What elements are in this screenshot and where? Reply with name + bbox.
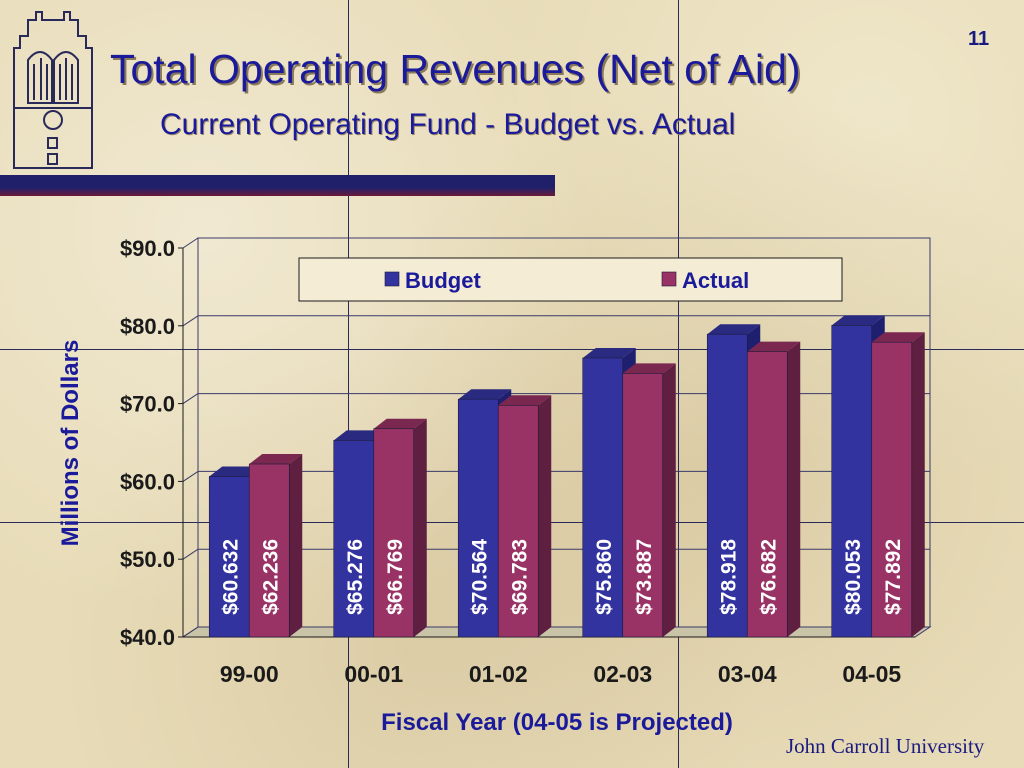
- data-label: $73.887: [633, 539, 656, 615]
- data-label: $69.783: [508, 539, 531, 615]
- bar-top-actual-99-00: [249, 454, 303, 465]
- footer-university-name: John Carroll University: [786, 734, 985, 758]
- guide-line-vertical-left: [348, 0, 349, 768]
- bar-top-budget-01-02: [458, 389, 512, 400]
- data-label: $75.860: [593, 539, 616, 615]
- x-tick-label: 03-04: [718, 661, 777, 687]
- slide-subtitle: Current Operating Fund - Budget vs. Actu…: [160, 108, 736, 141]
- data-label: $60.632: [219, 539, 242, 615]
- bar-side-actual-04-05: [911, 332, 925, 637]
- y-axis-label: Millions of Dollars: [57, 340, 84, 547]
- bar-budget-00-01: [333, 440, 375, 638]
- bar-budget-04-05: [831, 325, 873, 638]
- guide-line-vertical-right: [678, 0, 679, 768]
- bar-actual-01-02: [497, 404, 539, 638]
- x-axis-label: Fiscal Year (04-05 is Projected): [381, 709, 733, 736]
- legend-box: [298, 257, 843, 302]
- bar-actual-00-01: [373, 428, 415, 638]
- title-underline-bar: [0, 175, 555, 196]
- y-tick-label: $90.0: [120, 236, 175, 261]
- data-label: $80.053: [842, 539, 865, 615]
- bar-top-actual-02-03: [622, 363, 676, 374]
- bar-actual-03-04: [746, 351, 788, 638]
- y-tick-label: $60.0: [120, 469, 175, 494]
- bar-side-actual-99-00: [289, 454, 303, 637]
- gridline-side: [182, 315, 199, 327]
- data-label: $70.564: [468, 539, 491, 615]
- bar-top-actual-04-05: [871, 332, 925, 343]
- y-tick-label: $40.0: [120, 625, 175, 650]
- bar-top-budget-04-05: [831, 315, 885, 326]
- bar-budget-02-03: [582, 357, 624, 638]
- gridline-side: [182, 548, 199, 560]
- bar-top-budget-02-03: [582, 348, 636, 359]
- data-label: $77.892: [882, 539, 905, 615]
- data-label: $62.236: [259, 539, 282, 615]
- data-label: $76.682: [757, 539, 780, 615]
- bar-budget-01-02: [457, 398, 499, 638]
- bar-side-actual-01-02: [538, 395, 552, 637]
- x-tick-label: 01-02: [469, 661, 528, 687]
- x-tick-label: 00-01: [344, 661, 403, 687]
- bar-side-actual-00-01: [413, 418, 427, 637]
- bar-budget-99-00: [208, 476, 250, 638]
- guide-line-horizontal-top: [0, 349, 1024, 350]
- bar-budget-03-04: [706, 333, 748, 638]
- bar-actual-04-05: [871, 341, 913, 638]
- legend-label-budget: Budget: [405, 268, 481, 293]
- slide-number: 11: [968, 28, 990, 50]
- y-tick-label: $50.0: [120, 547, 175, 572]
- data-label: $65.276: [344, 539, 367, 615]
- bar-top-budget-03-04: [707, 324, 761, 335]
- bar-side-actual-03-04: [787, 341, 801, 637]
- x-tick-label: 04-05: [842, 661, 901, 687]
- data-label: $78.918: [717, 539, 740, 615]
- x-tick-label: 99-00: [220, 661, 279, 687]
- gridline-side: [182, 237, 199, 249]
- bar-top-actual-03-04: [747, 341, 801, 352]
- slide-title: Total Operating Revenues (Net of Aid): [110, 46, 801, 92]
- y-tick-label: $80.0: [120, 314, 175, 339]
- university-tower-logo: [13, 11, 93, 169]
- bar-top-actual-00-01: [373, 418, 427, 429]
- gridline-side: [182, 626, 199, 638]
- legend-swatch-actual: [661, 271, 677, 287]
- data-label: $66.769: [384, 539, 407, 615]
- bar-top-actual-01-02: [498, 395, 552, 406]
- gridline-side: [182, 470, 199, 482]
- bar-actual-02-03: [622, 373, 664, 638]
- y-tick-label: $70.0: [120, 392, 175, 417]
- legend-label-actual: Actual: [682, 268, 749, 293]
- x-tick-label: 02-03: [593, 661, 652, 687]
- bar-side-actual-02-03: [662, 363, 676, 637]
- legend-swatch-budget: [384, 271, 400, 287]
- gridline-side: [182, 393, 199, 405]
- bar-actual-99-00: [248, 463, 290, 638]
